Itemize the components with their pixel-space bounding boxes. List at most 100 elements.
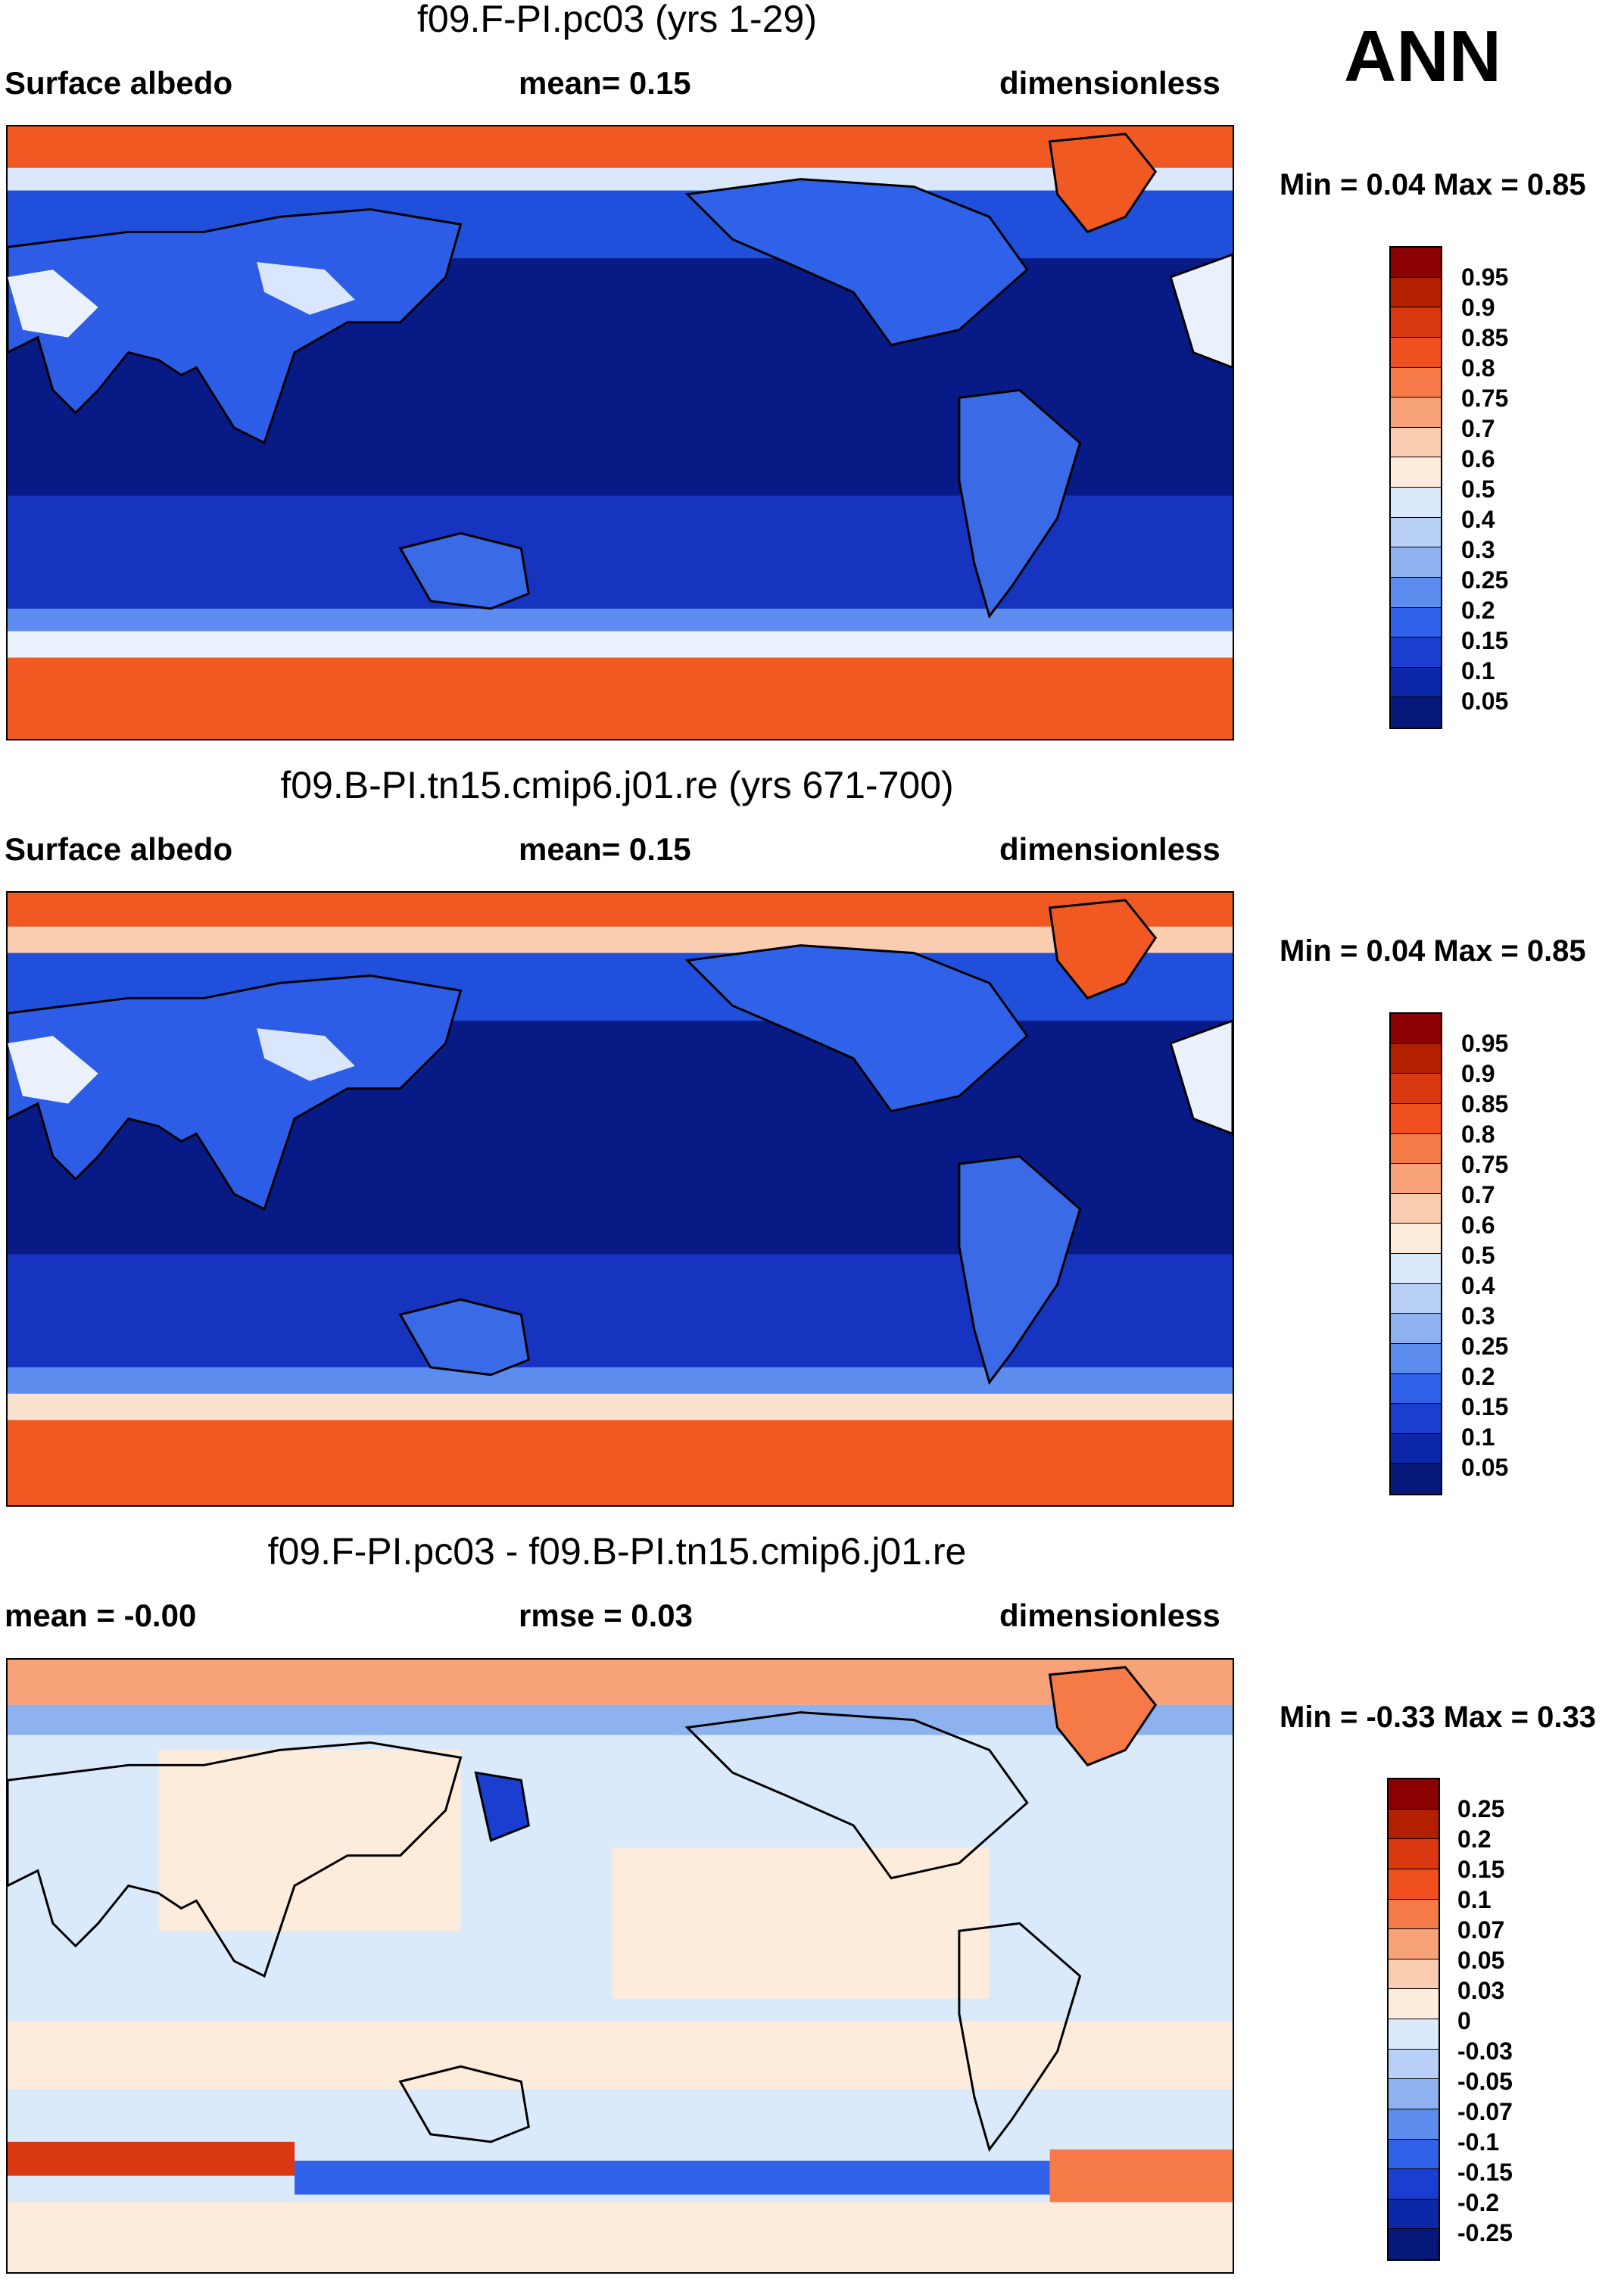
panel-3-units-label: dimensionless <box>999 1598 1220 1633</box>
tibet <box>257 262 355 315</box>
australia <box>398 1298 530 1376</box>
cbar3-cell <box>1389 2169 1439 2200</box>
cbar3-cell <box>1389 2079 1439 2109</box>
cbar2-tick: 0.8 <box>1461 1121 1495 1148</box>
cbar1-tick: 0.25 <box>1461 566 1509 594</box>
cbar3-tick: -0.05 <box>1457 2068 1513 2095</box>
cbar3-tick: 0 <box>1457 2007 1471 2034</box>
tibet <box>257 1028 355 1081</box>
cbar1-cell <box>1391 517 1441 548</box>
cbar2-tick: 0.9 <box>1461 1060 1495 1087</box>
cbar1-cell <box>1391 638 1441 668</box>
cbar1-tick: 0.8 <box>1461 354 1495 382</box>
east-pacific-patch <box>612 1847 990 1999</box>
cbar2-cell <box>1391 1464 1441 1494</box>
cbar1-cell <box>1391 398 1441 428</box>
cbar3-tick: 0.1 <box>1457 1886 1492 1913</box>
cbar3-tick: -0.07 <box>1457 2098 1513 2125</box>
cbar2-tick: 0.2 <box>1461 1363 1495 1390</box>
cbar3-tick: -0.1 <box>1457 2128 1500 2156</box>
kamchatka-negative <box>474 1771 530 1842</box>
cbar2-tick: 0.75 <box>1461 1151 1509 1178</box>
cbar2-cell <box>1391 1224 1441 1254</box>
panel-2-map-svg <box>8 893 1233 1505</box>
cbar1-tick: 0.15 <box>1461 627 1509 654</box>
cbar1-cell <box>1391 427 1441 458</box>
cbar2-cell <box>1391 1254 1441 1284</box>
cbar2-tick: 0.1 <box>1461 1423 1495 1451</box>
cbar3-tick: 0.05 <box>1457 1947 1505 1974</box>
cbar2-cell <box>1391 1404 1441 1434</box>
cbar1-tick: 0.5 <box>1461 475 1495 503</box>
arctic-ice <box>8 126 1233 172</box>
cbar1-tick: 0.2 <box>1461 597 1495 624</box>
north-america <box>684 178 1029 347</box>
cbar3-cell <box>1389 2139 1439 2170</box>
panel-3-minmax: Min = -0.33 Max = 0.33 <box>1280 1701 1596 1734</box>
antarctica <box>8 1420 1233 1505</box>
south-america-outline <box>958 1922 1082 2153</box>
cbar3-tick: -0.2 <box>1457 2189 1500 2216</box>
cbar3-tick: 0.07 <box>1457 1916 1505 1944</box>
panel-3-mean-label: mean = -0.00 <box>5 1598 197 1633</box>
cbar2-cell <box>1391 1043 1441 1074</box>
panel-1-minmax: Min = 0.04 Max = 0.85 <box>1280 168 1586 201</box>
cbar1-cell <box>1391 667 1441 698</box>
panel-1-colorbar <box>1389 246 1442 729</box>
cbar3-cell <box>1389 1809 1439 1840</box>
south-america <box>958 388 1082 619</box>
panel-2-title: f09.B-PI.tn15.cmip6.j01.re (yrs 671-700) <box>280 764 954 806</box>
cbar2-tick: 0.6 <box>1461 1211 1495 1239</box>
cbar2-tick: 0.7 <box>1461 1181 1495 1208</box>
cbar3-tick: 0.2 <box>1457 1825 1492 1853</box>
cbar2-cell <box>1391 1343 1441 1374</box>
australia <box>398 532 530 610</box>
cbar3-cell <box>1389 1839 1439 1869</box>
panel-1-map <box>6 125 1234 740</box>
cbar3-cell <box>1389 1899 1439 1930</box>
cbar2-cell <box>1391 1314 1441 1344</box>
panel-1-variable-label: Surface albedo <box>5 65 233 101</box>
cbar1-tick: 0.9 <box>1461 294 1495 321</box>
cbar1-tick: 0.4 <box>1461 506 1495 533</box>
cbar1-tick: 0.6 <box>1461 445 1495 472</box>
cbar3-cell <box>1389 2049 1439 2080</box>
cbar2-cell <box>1391 1074 1441 1104</box>
west-africa <box>1169 1019 1233 1136</box>
panel-3-title: f09.F-PI.pc03 - f09.B-PI.tn15.cmip6.j01.… <box>267 1530 967 1573</box>
panel-2-minmax: Min = 0.04 Max = 0.85 <box>1280 934 1586 968</box>
cbar3-cell <box>1389 2229 1439 2259</box>
season-label: ANN <box>1344 16 1501 97</box>
southern-red-streak <box>8 2141 295 2176</box>
southern-positive-band <box>8 2021 1233 2090</box>
cbar1-cell <box>1391 277 1441 308</box>
panel-2-colorbar-labels: 0.95 0.9 0.85 0.8 0.75 0.7 0.6 0.5 0.4 0… <box>1461 1012 1552 1495</box>
cbar1-cell <box>1391 577 1441 608</box>
cbar3-tick: 0.15 <box>1457 1856 1505 1883</box>
cbar2-tick: 0.95 <box>1461 1030 1509 1057</box>
panel-3-map-svg <box>8 1660 1233 2272</box>
cbar1-cell <box>1391 367 1441 398</box>
greenland <box>1048 132 1158 234</box>
southern-blue-streak <box>295 2160 1050 2195</box>
cbar2-cell <box>1391 1373 1441 1404</box>
cbar1-cell <box>1391 307 1441 338</box>
cbar3-tick: -0.15 <box>1457 2159 1513 2186</box>
cbar2-tick: 0.25 <box>1461 1333 1509 1360</box>
panel-2-units-label: dimensionless <box>999 831 1220 867</box>
eurasia-africa <box>8 207 463 445</box>
cbar2-cell <box>1391 1133 1441 1164</box>
panel-3-rmse-label: rmse = 0.03 <box>519 1598 694 1633</box>
cbar1-tick: 0.95 <box>1461 263 1509 291</box>
cbar1-tick: 0.3 <box>1461 536 1495 563</box>
panel-2-variable-label: Surface albedo <box>5 831 233 867</box>
cbar1-cell <box>1391 607 1441 638</box>
cbar1-tick: 0.1 <box>1461 657 1495 684</box>
cbar3-cell <box>1389 1989 1439 2019</box>
panel-1-mean-label: mean= 0.15 <box>519 65 691 101</box>
cbar3-cell <box>1389 1959 1439 1990</box>
cbar2-tick: 0.4 <box>1461 1272 1495 1299</box>
greenland <box>1048 1666 1158 1767</box>
cbar2-cell <box>1391 1193 1441 1224</box>
panel-3-colorbar-labels: 0.25 0.2 0.15 0.1 0.07 0.05 0.03 0 -0.03… <box>1457 1778 1548 2261</box>
